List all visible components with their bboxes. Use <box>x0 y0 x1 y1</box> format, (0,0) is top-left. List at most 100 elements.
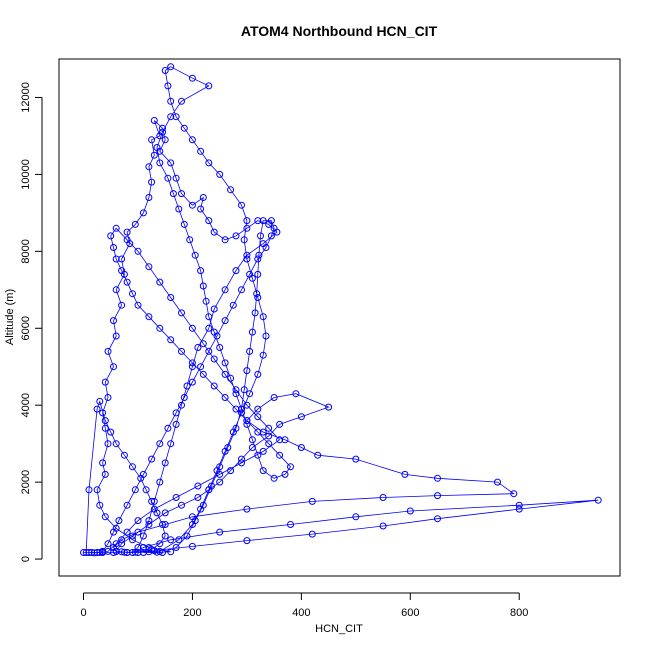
data-point <box>167 159 175 167</box>
data-point <box>243 217 251 225</box>
data-point <box>110 363 117 371</box>
data-point <box>134 247 142 255</box>
data-point <box>287 463 294 471</box>
data-point <box>232 232 240 240</box>
y-axis-label: Altitude (m) <box>4 289 16 345</box>
data-point <box>205 313 213 321</box>
data-point <box>194 344 202 351</box>
y-tick-label: 12000 <box>20 82 32 113</box>
data-point <box>515 505 523 513</box>
data-point <box>167 336 175 344</box>
data-point <box>259 313 267 321</box>
data-point <box>104 394 112 401</box>
data-point <box>156 278 164 286</box>
data-point <box>191 517 199 525</box>
data-point <box>434 515 441 523</box>
data-point <box>167 97 175 105</box>
data-point <box>172 409 180 417</box>
data-point <box>197 205 205 213</box>
data-point <box>104 540 112 548</box>
data-point <box>194 482 202 490</box>
data-point <box>243 251 251 259</box>
series-line <box>83 66 599 554</box>
data-point <box>101 513 109 521</box>
data-point <box>246 390 254 398</box>
x-tick-label: 400 <box>292 607 310 619</box>
data-point <box>148 455 156 463</box>
data-point <box>434 492 441 500</box>
data-point <box>159 128 166 136</box>
data-point <box>99 459 107 467</box>
data-point <box>216 528 224 536</box>
data-point <box>188 363 196 371</box>
data-point <box>145 163 153 171</box>
data-point <box>104 440 112 448</box>
x-axis: 0 200 400 600 800 <box>80 592 528 619</box>
data-point <box>308 530 316 538</box>
data-point <box>238 286 245 294</box>
data-point <box>131 220 139 228</box>
data-point <box>238 455 245 463</box>
data-point <box>254 428 262 436</box>
data-point <box>270 224 278 232</box>
data-point <box>199 282 207 290</box>
data-point <box>161 67 169 74</box>
data-point <box>216 463 224 471</box>
data-point <box>178 309 185 317</box>
series-layer <box>80 63 602 557</box>
data-point <box>210 355 218 363</box>
data-point <box>251 309 259 317</box>
data-point <box>156 478 164 486</box>
data-point <box>183 382 191 390</box>
data-point <box>134 528 142 536</box>
data-point <box>164 174 172 182</box>
data-point <box>243 224 251 232</box>
data-point <box>238 405 245 413</box>
data-point <box>161 532 169 540</box>
data-point <box>232 386 240 394</box>
data-point <box>221 370 229 378</box>
data-point <box>229 301 237 309</box>
data-point <box>172 113 180 121</box>
x-tick-label: 0 <box>80 607 86 619</box>
data-point <box>287 521 294 528</box>
data-point <box>118 536 126 544</box>
y-tick-label: 10000 <box>20 159 32 190</box>
data-point <box>183 532 191 540</box>
x-tick-label: 600 <box>401 607 419 619</box>
data-point <box>101 424 109 432</box>
data-point <box>254 217 262 225</box>
data-point <box>167 63 175 71</box>
data-point <box>118 267 126 275</box>
data-point <box>494 478 501 486</box>
data-point <box>123 228 131 236</box>
data-point <box>202 297 210 305</box>
data-point <box>188 542 196 550</box>
y-tick-label: 6000 <box>20 316 32 340</box>
data-point <box>254 405 262 413</box>
data-point <box>101 417 109 425</box>
data-point <box>180 394 188 401</box>
data-point <box>175 205 183 213</box>
data-point <box>167 440 175 448</box>
data-point <box>276 451 284 459</box>
data-point <box>167 113 175 121</box>
data-point <box>101 378 109 386</box>
data-point <box>148 546 156 553</box>
data-point <box>297 444 305 451</box>
data-point <box>150 117 158 124</box>
data-point <box>169 190 177 198</box>
data-point <box>210 228 218 236</box>
data-point <box>145 521 153 528</box>
data-point <box>232 390 240 398</box>
data-point <box>139 532 147 540</box>
data-point <box>156 159 164 167</box>
data-point <box>205 347 213 355</box>
data-point <box>243 401 251 409</box>
data-point <box>243 420 251 428</box>
data-point <box>265 424 273 432</box>
data-point <box>129 536 136 544</box>
data-point <box>227 186 235 194</box>
